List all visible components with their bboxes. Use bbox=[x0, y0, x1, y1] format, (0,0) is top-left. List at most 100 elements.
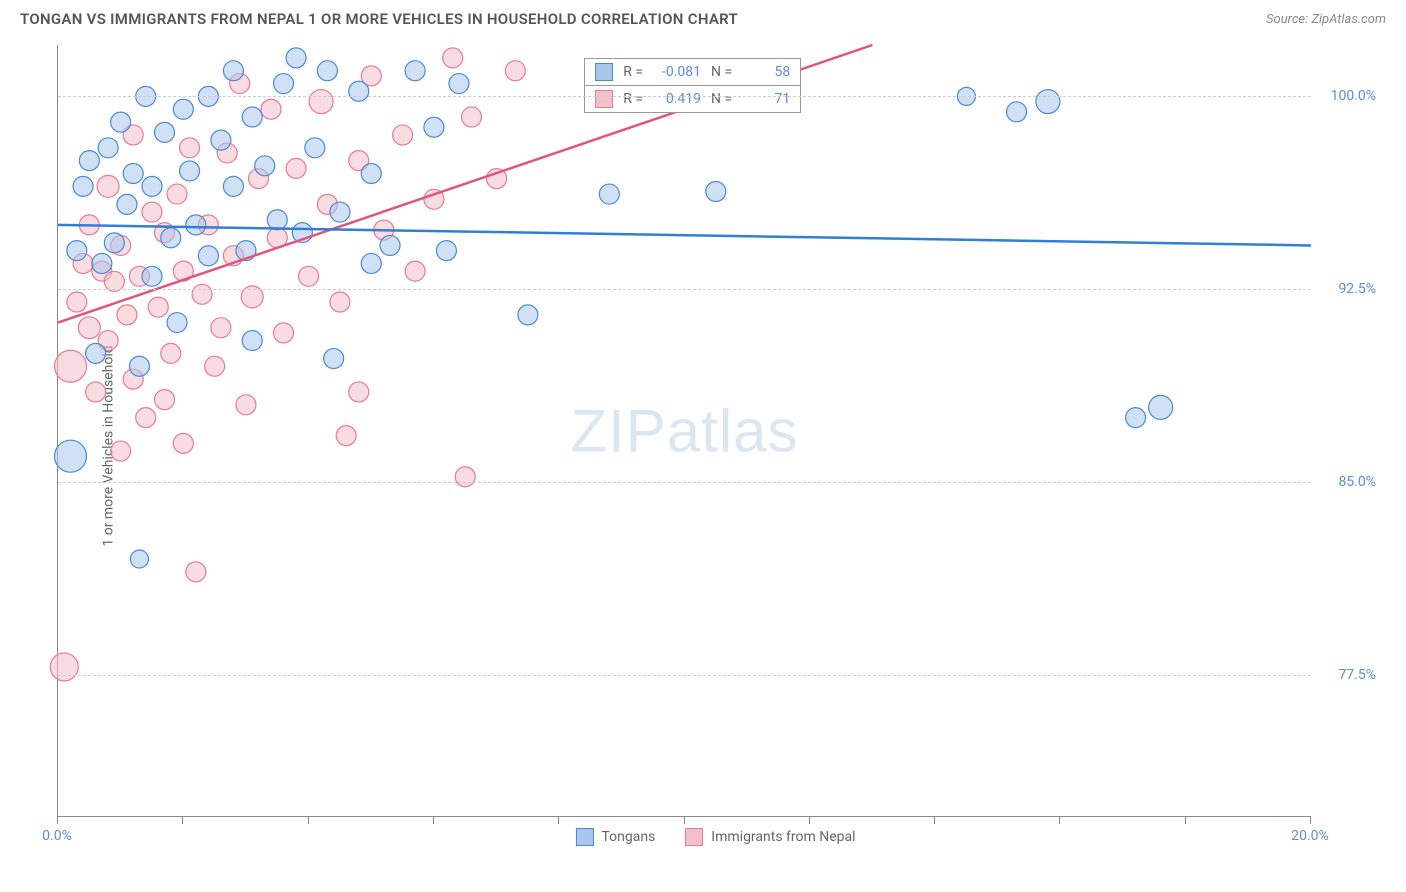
blue-swatch-icon bbox=[575, 828, 593, 846]
scatter-point bbox=[274, 74, 294, 94]
scatter-point bbox=[261, 99, 281, 119]
chart-source: Source: ZipAtlas.com bbox=[1266, 12, 1386, 27]
scatter-point bbox=[330, 202, 350, 222]
scatter-point bbox=[242, 107, 262, 127]
scatter-point bbox=[186, 562, 206, 582]
scatter-point bbox=[305, 138, 325, 158]
scatter-point bbox=[92, 253, 112, 273]
scatter-point bbox=[148, 297, 168, 317]
scatter-point bbox=[67, 292, 87, 312]
scatter-point bbox=[167, 184, 187, 204]
scatter-point bbox=[236, 395, 256, 415]
scatter-point bbox=[405, 261, 425, 281]
scatter-point bbox=[424, 117, 444, 137]
blue-swatch-icon bbox=[595, 63, 613, 81]
scatter-point bbox=[211, 318, 231, 338]
x-tick bbox=[308, 817, 309, 824]
scatter-point bbox=[274, 323, 294, 343]
scatter-point bbox=[349, 382, 369, 402]
scatter-point bbox=[186, 215, 206, 235]
scatter-point bbox=[123, 164, 143, 184]
x-tick-label: 20.0% bbox=[1291, 828, 1329, 844]
scatter-point bbox=[78, 317, 100, 339]
x-tick bbox=[558, 817, 559, 824]
bottom-legend: Tongans Immigrants from Nepal bbox=[575, 828, 855, 846]
stats-row-blue: R = -0.081 N = 58 bbox=[585, 59, 800, 86]
scatter-point bbox=[336, 426, 356, 446]
scatter-point bbox=[317, 61, 337, 81]
scatter-point bbox=[111, 112, 131, 132]
scatter-point bbox=[50, 653, 78, 681]
scatter-point bbox=[198, 246, 218, 266]
scatter-point bbox=[309, 90, 333, 114]
gridline bbox=[58, 289, 1311, 290]
scatter-point bbox=[505, 61, 525, 81]
scatter-point bbox=[205, 356, 225, 376]
scatter-plot-svg bbox=[58, 45, 1311, 816]
scatter-point bbox=[161, 228, 181, 248]
y-tick-label: 92.5% bbox=[1338, 281, 1376, 297]
scatter-point bbox=[518, 305, 538, 325]
legend-item-nepal: Immigrants from Nepal bbox=[685, 828, 855, 846]
scatter-point bbox=[1149, 395, 1173, 419]
plot-area: ZIPatlas R = -0.081 N = 58 R = 0.419 N =… bbox=[57, 45, 1311, 817]
scatter-point bbox=[136, 408, 156, 428]
scatter-point bbox=[155, 390, 175, 410]
scatter-point bbox=[55, 350, 87, 382]
scatter-point bbox=[167, 313, 187, 333]
scatter-point bbox=[129, 356, 149, 376]
stats-legend-box: R = -0.081 N = 58 R = 0.419 N = 71 bbox=[584, 58, 801, 113]
y-tick-label: 85.0% bbox=[1338, 474, 1376, 490]
x-tick bbox=[934, 817, 935, 824]
y-tick-label: 77.5% bbox=[1338, 667, 1376, 683]
stats-row-pink: R = 0.419 N = 71 bbox=[585, 86, 800, 112]
legend-item-tongans: Tongans bbox=[575, 828, 655, 846]
scatter-point bbox=[98, 138, 118, 158]
scatter-point bbox=[461, 107, 481, 127]
scatter-point bbox=[180, 161, 200, 181]
scatter-point bbox=[86, 343, 106, 363]
pink-swatch-icon bbox=[595, 90, 613, 108]
scatter-point bbox=[97, 175, 119, 197]
scatter-point bbox=[211, 130, 231, 150]
x-tick bbox=[1059, 817, 1060, 824]
scatter-point bbox=[449, 74, 469, 94]
gridline bbox=[58, 482, 1311, 483]
scatter-point bbox=[111, 441, 131, 461]
scatter-point bbox=[299, 266, 319, 286]
scatter-point bbox=[443, 48, 463, 68]
scatter-point bbox=[130, 550, 148, 568]
x-tick bbox=[182, 817, 183, 824]
scatter-point bbox=[192, 284, 212, 304]
x-tick bbox=[809, 817, 810, 824]
scatter-point bbox=[330, 292, 350, 312]
scatter-point bbox=[706, 181, 726, 201]
scatter-point bbox=[361, 253, 381, 273]
legend-label: Tongans bbox=[601, 829, 655, 845]
scatter-point bbox=[286, 158, 306, 178]
pink-swatch-icon bbox=[685, 828, 703, 846]
scatter-point bbox=[286, 48, 306, 68]
scatter-point bbox=[161, 343, 181, 363]
chart-header: TONGAN VS IMMIGRANTS FROM NEPAL 1 OR MOR… bbox=[0, 0, 1406, 34]
scatter-point bbox=[393, 125, 413, 145]
scatter-point bbox=[361, 164, 381, 184]
scatter-point bbox=[380, 235, 400, 255]
chart-title: TONGAN VS IMMIGRANTS FROM NEPAL 1 OR MOR… bbox=[20, 10, 738, 28]
scatter-point bbox=[1126, 408, 1146, 428]
scatter-point bbox=[117, 305, 137, 325]
scatter-point bbox=[455, 467, 475, 487]
scatter-point bbox=[155, 122, 175, 142]
chart-container: ZIPatlas R = -0.081 N = 58 R = 0.419 N =… bbox=[45, 45, 1386, 852]
scatter-point bbox=[349, 81, 369, 101]
scatter-point bbox=[55, 440, 87, 472]
scatter-point bbox=[242, 331, 262, 351]
scatter-point bbox=[79, 151, 99, 171]
gridline bbox=[58, 675, 1311, 676]
scatter-point bbox=[73, 176, 93, 196]
scatter-point bbox=[1007, 102, 1027, 122]
scatter-point bbox=[1036, 90, 1060, 114]
x-tick bbox=[1185, 817, 1186, 824]
scatter-point bbox=[436, 241, 456, 261]
legend-label: Immigrants from Nepal bbox=[711, 829, 855, 845]
